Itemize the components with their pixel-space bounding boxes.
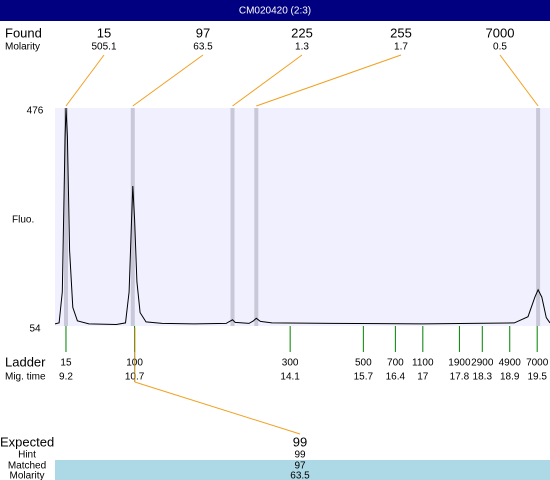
ladder-time: 9.2: [59, 372, 73, 383]
ladder-size: 1100: [412, 358, 434, 369]
y-axis-label: Fluo.: [12, 215, 34, 226]
ladder-size: 4900: [499, 358, 522, 369]
ladder-size: 700: [387, 358, 404, 369]
expected-label: Expected: [0, 434, 54, 449]
ladder-time: 18.3: [473, 372, 493, 383]
title-bar: [0, 0, 550, 21]
found-molarity: 1.3: [295, 42, 309, 53]
expected-molarity-value: 63.5: [290, 471, 310, 480]
found-size: 15: [97, 25, 111, 40]
peak-connector: [65, 54, 105, 107]
ladder-time: 16.4: [386, 372, 406, 383]
hint-value: 99: [294, 450, 306, 461]
expected-connector: [134, 381, 301, 435]
molarity-label: Molarity: [5, 42, 40, 53]
peak-connector: [232, 54, 303, 107]
found-label: Found: [5, 25, 42, 40]
ladder-time: 18.9: [500, 372, 520, 383]
ladder-label: Ladder: [5, 354, 46, 369]
found-size: 97: [196, 25, 210, 40]
ladder-time: 14.1: [280, 372, 300, 383]
found-molarity: 63.5: [193, 42, 213, 53]
y-tick-label: 54: [29, 324, 41, 335]
expected-value: 99: [293, 434, 307, 449]
trace: [54, 107, 550, 326]
found-molarity: 505.1: [91, 42, 116, 53]
ladder-time: 17: [417, 372, 429, 383]
y-tick-label: 476: [27, 106, 44, 117]
mig-time-label: Mig. time: [5, 372, 46, 383]
found-size: 7000: [486, 25, 515, 40]
found-size: 255: [390, 25, 412, 40]
peak-connector: [499, 54, 539, 107]
found-size: 225: [291, 25, 313, 40]
ladder-time: 15.7: [354, 372, 374, 383]
ladder-size: 2900: [471, 358, 494, 369]
found-molarity: 1.7: [394, 42, 408, 53]
matched-highlight: [55, 460, 550, 480]
matched-value: 97: [294, 461, 306, 472]
found-molarity: 0.5: [493, 42, 507, 53]
hint-label: Hint: [18, 450, 36, 461]
title: CM020420 (2:3): [239, 6, 311, 17]
ladder-size: 7000: [526, 358, 549, 369]
ladder-size: 500: [355, 358, 372, 369]
ladder-size: 15: [60, 358, 72, 369]
peak-connector: [256, 54, 402, 107]
ladder-time: 19.5: [527, 372, 547, 383]
ladder-size: 1900: [448, 358, 471, 369]
expected-molarity-label: Molarity: [9, 471, 44, 480]
peak-connector: [132, 54, 204, 107]
matched-label: Matched: [8, 461, 46, 472]
ladder-size: 300: [282, 358, 299, 369]
ladder-time: 17.8: [450, 372, 470, 383]
